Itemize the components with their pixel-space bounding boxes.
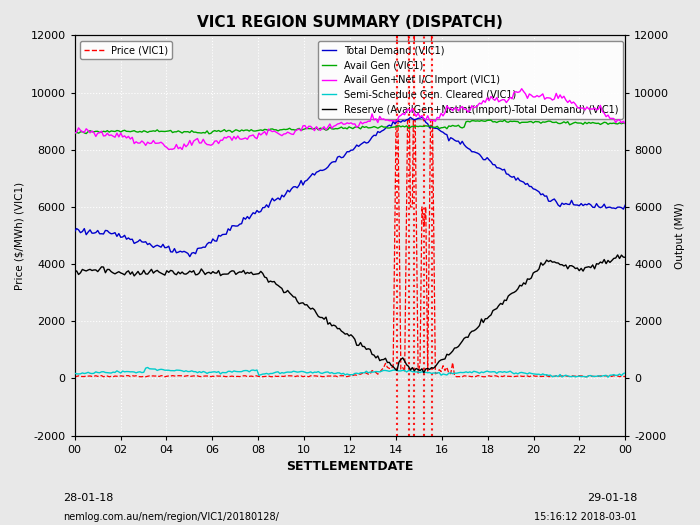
Legend: Total Demand (VIC1), Avail Gen (VIC1), Avail Gen+Net I/C Import (VIC1), Semi-Sch: Total Demand (VIC1), Avail Gen (VIC1), A…: [318, 41, 622, 119]
X-axis label: SETTLEMENTDATE: SETTLEMENTDATE: [286, 460, 414, 473]
Text: 15:16:12 2018-03-01: 15:16:12 2018-03-01: [534, 512, 637, 522]
Text: 28-01-18: 28-01-18: [63, 494, 113, 503]
Y-axis label: Price ($/MWh) (VIC1): Price ($/MWh) (VIC1): [15, 182, 25, 290]
Y-axis label: Output (MW): Output (MW): [675, 202, 685, 269]
Text: 29-01-18: 29-01-18: [587, 494, 637, 503]
Text: nemlog.com.au/nem/region/VIC1/20180128/: nemlog.com.au/nem/region/VIC1/20180128/: [63, 512, 279, 522]
Title: VIC1 REGION SUMMARY (DISPATCH): VIC1 REGION SUMMARY (DISPATCH): [197, 15, 503, 30]
